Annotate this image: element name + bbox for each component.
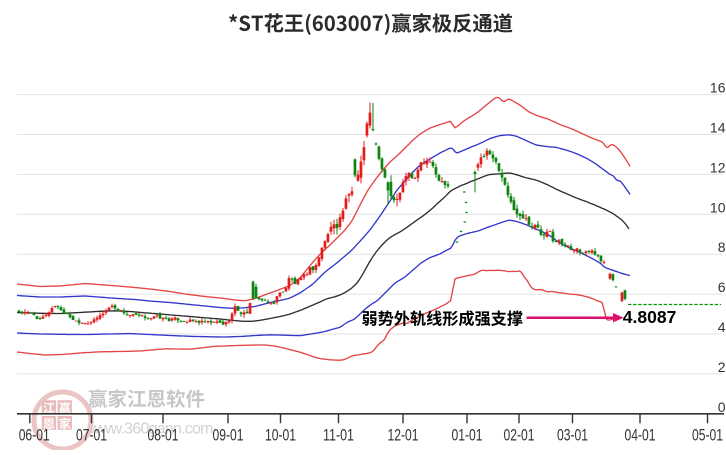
svg-text:12: 12: [710, 159, 726, 175]
svg-text:08-01: 08-01: [148, 425, 179, 444]
svg-text:02-01: 02-01: [504, 425, 535, 444]
svg-text:01-01: 01-01: [452, 425, 483, 444]
svg-text:11-01: 11-01: [323, 425, 354, 444]
svg-text:10: 10: [710, 199, 726, 215]
svg-text:04-01: 04-01: [625, 425, 656, 444]
svg-text:2: 2: [718, 359, 726, 375]
svg-text:4.8087: 4.8087: [623, 307, 677, 327]
svg-text:www.360gann.com: www.360gann.com: [88, 421, 214, 438]
svg-text:12-01: 12-01: [388, 425, 419, 444]
svg-text:05-01: 05-01: [692, 425, 723, 444]
svg-text:10-01: 10-01: [265, 425, 296, 444]
svg-text:6: 6: [718, 279, 726, 295]
svg-text:09-01: 09-01: [213, 425, 244, 444]
svg-text:03-01: 03-01: [557, 425, 588, 444]
svg-text:4: 4: [718, 319, 726, 335]
svg-text:06-01: 06-01: [19, 425, 50, 444]
svg-text:07-01: 07-01: [76, 425, 107, 444]
svg-text:14: 14: [710, 120, 726, 136]
svg-text:0: 0: [718, 399, 726, 415]
svg-text:16: 16: [710, 80, 726, 96]
svg-text:8: 8: [718, 239, 726, 255]
